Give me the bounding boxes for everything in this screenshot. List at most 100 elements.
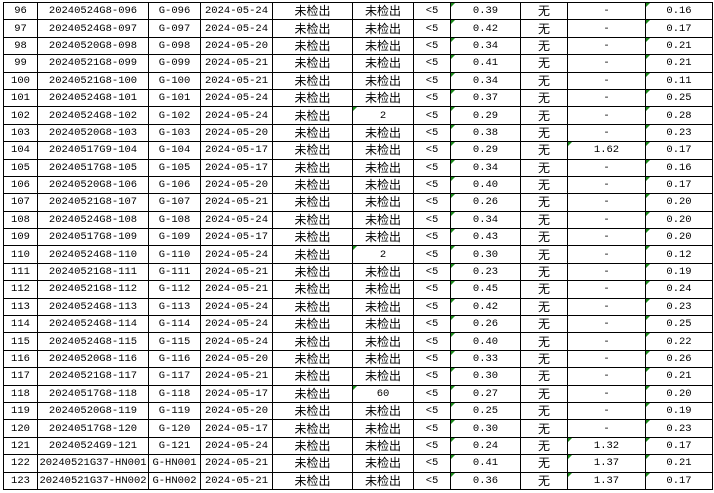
value-d-cell[interactable]: 0.38 xyxy=(450,123,521,143)
value-g-cell[interactable]: 0.19 xyxy=(645,262,713,282)
result-e-cell[interactable]: 无 xyxy=(520,419,568,438)
sample-id-cell[interactable]: 20240524G8-097 xyxy=(37,19,149,38)
value-d-cell[interactable]: 0.33 xyxy=(450,349,521,369)
result-c-cell[interactable]: <5 xyxy=(413,141,451,160)
row-number-cell[interactable]: 98 xyxy=(3,36,38,56)
result-b-cell[interactable]: 未检出 xyxy=(352,175,414,195)
value-f-cell[interactable]: 1.32 xyxy=(567,436,646,456)
value-d-cell[interactable]: 0.23 xyxy=(450,262,521,282)
value-f-cell[interactable]: - xyxy=(567,262,646,282)
row-number-cell[interactable]: 109 xyxy=(3,228,38,247)
value-g-cell[interactable]: 0.12 xyxy=(645,245,713,264)
result-c-cell[interactable]: <5 xyxy=(413,332,451,351)
result-c-cell[interactable]: <5 xyxy=(413,315,451,334)
sample-id-cell[interactable]: 20240524G8-102 xyxy=(37,106,149,125)
result-a-cell[interactable]: 未检出 xyxy=(272,419,353,438)
result-e-cell[interactable]: 无 xyxy=(520,297,568,317)
value-g-cell[interactable]: 0.26 xyxy=(645,349,713,369)
value-g-cell[interactable]: 0.21 xyxy=(645,367,713,386)
result-b-cell[interactable]: 未检出 xyxy=(352,297,414,317)
value-g-cell[interactable]: 0.20 xyxy=(645,210,713,230)
result-c-cell[interactable]: <5 xyxy=(413,419,451,438)
sample-code-cell[interactable]: G-HN001 xyxy=(148,454,201,473)
result-a-cell[interactable]: 未检出 xyxy=(272,71,353,90)
date-cell[interactable]: 2024-05-21 xyxy=(200,71,273,90)
value-d-cell[interactable]: 0.29 xyxy=(450,106,521,125)
result-e-cell[interactable]: 无 xyxy=(520,88,568,108)
sample-code-cell[interactable]: G-099 xyxy=(148,54,201,73)
sample-id-cell[interactable]: 20240520G8-098 xyxy=(37,36,149,56)
value-d-cell[interactable]: 0.40 xyxy=(450,332,521,351)
value-g-cell[interactable]: 0.21 xyxy=(645,454,713,473)
result-b-cell[interactable]: 未检出 xyxy=(352,349,414,369)
result-e-cell[interactable]: 无 xyxy=(520,123,568,143)
date-cell[interactable]: 2024-05-24 xyxy=(200,245,273,264)
row-number-cell[interactable]: 122 xyxy=(3,454,38,473)
value-d-cell[interactable]: 0.34 xyxy=(450,71,521,90)
result-a-cell[interactable]: 未检出 xyxy=(272,36,353,56)
value-g-cell[interactable]: 0.20 xyxy=(645,384,713,403)
row-number-cell[interactable]: 111 xyxy=(3,262,38,282)
result-c-cell[interactable]: <5 xyxy=(413,280,451,299)
result-e-cell[interactable]: 无 xyxy=(520,332,568,351)
value-g-cell[interactable]: 0.21 xyxy=(645,36,713,56)
date-cell[interactable]: 2024-05-24 xyxy=(200,297,273,317)
sample-code-cell[interactable]: G-HN002 xyxy=(148,471,201,490)
result-b-cell[interactable]: 未检出 xyxy=(352,193,414,212)
value-d-cell[interactable]: 0.29 xyxy=(450,141,521,160)
value-d-cell[interactable]: 0.27 xyxy=(450,384,521,403)
value-f-cell[interactable]: - xyxy=(567,367,646,386)
sample-id-cell[interactable]: 20240521G37-HN002 xyxy=(37,471,149,490)
date-cell[interactable]: 2024-05-21 xyxy=(200,54,273,73)
date-cell[interactable]: 2024-05-24 xyxy=(200,88,273,108)
row-number-cell[interactable]: 110 xyxy=(3,245,38,264)
value-g-cell[interactable]: 0.20 xyxy=(645,193,713,212)
value-f-cell[interactable]: - xyxy=(567,280,646,299)
result-c-cell[interactable]: <5 xyxy=(413,106,451,125)
sample-code-cell[interactable]: G-114 xyxy=(148,315,201,334)
sample-code-cell[interactable]: G-116 xyxy=(148,349,201,369)
result-e-cell[interactable]: 无 xyxy=(520,71,568,90)
value-d-cell[interactable]: 0.36 xyxy=(450,471,521,490)
result-e-cell[interactable]: 无 xyxy=(520,349,568,369)
result-b-cell[interactable]: 未检出 xyxy=(352,332,414,351)
row-number-cell[interactable]: 96 xyxy=(3,1,38,21)
value-g-cell[interactable]: 0.17 xyxy=(645,471,713,490)
value-f-cell[interactable]: - xyxy=(567,36,646,56)
value-f-cell[interactable]: - xyxy=(567,88,646,108)
sample-code-cell[interactable]: G-096 xyxy=(148,1,201,21)
row-number-cell[interactable]: 99 xyxy=(3,54,38,73)
date-cell[interactable]: 2024-05-20 xyxy=(200,401,273,421)
result-c-cell[interactable]: <5 xyxy=(413,349,451,369)
result-b-cell[interactable]: 60 xyxy=(352,384,414,403)
result-c-cell[interactable]: <5 xyxy=(413,401,451,421)
result-e-cell[interactable]: 无 xyxy=(520,54,568,73)
sample-code-cell[interactable]: G-108 xyxy=(148,210,201,230)
row-number-cell[interactable]: 115 xyxy=(3,332,38,351)
sample-code-cell[interactable]: G-110 xyxy=(148,245,201,264)
result-a-cell[interactable]: 未检出 xyxy=(272,141,353,160)
sample-code-cell[interactable]: G-121 xyxy=(148,436,201,456)
result-b-cell[interactable]: 未检出 xyxy=(352,71,414,90)
sample-code-cell[interactable]: G-106 xyxy=(148,175,201,195)
row-number-cell[interactable]: 119 xyxy=(3,401,38,421)
row-number-cell[interactable]: 120 xyxy=(3,419,38,438)
sample-id-cell[interactable]: 20240517G8-109 xyxy=(37,228,149,247)
result-a-cell[interactable]: 未检出 xyxy=(272,245,353,264)
date-cell[interactable]: 2024-05-21 xyxy=(200,280,273,299)
result-c-cell[interactable]: <5 xyxy=(413,210,451,230)
result-c-cell[interactable]: <5 xyxy=(413,367,451,386)
value-g-cell[interactable]: 0.16 xyxy=(645,1,713,21)
date-cell[interactable]: 2024-05-24 xyxy=(200,19,273,38)
sample-id-cell[interactable]: 20240521G8-111 xyxy=(37,262,149,282)
sample-code-cell[interactable]: G-115 xyxy=(148,332,201,351)
value-f-cell[interactable]: - xyxy=(567,158,646,177)
date-cell[interactable]: 2024-05-20 xyxy=(200,36,273,56)
result-a-cell[interactable]: 未检出 xyxy=(272,123,353,143)
result-b-cell[interactable]: 2 xyxy=(352,245,414,264)
value-d-cell[interactable]: 0.39 xyxy=(450,1,521,21)
row-number-cell[interactable]: 123 xyxy=(3,471,38,490)
row-number-cell[interactable]: 114 xyxy=(3,315,38,334)
row-number-cell[interactable]: 97 xyxy=(3,19,38,38)
result-b-cell[interactable]: 未检出 xyxy=(352,19,414,38)
